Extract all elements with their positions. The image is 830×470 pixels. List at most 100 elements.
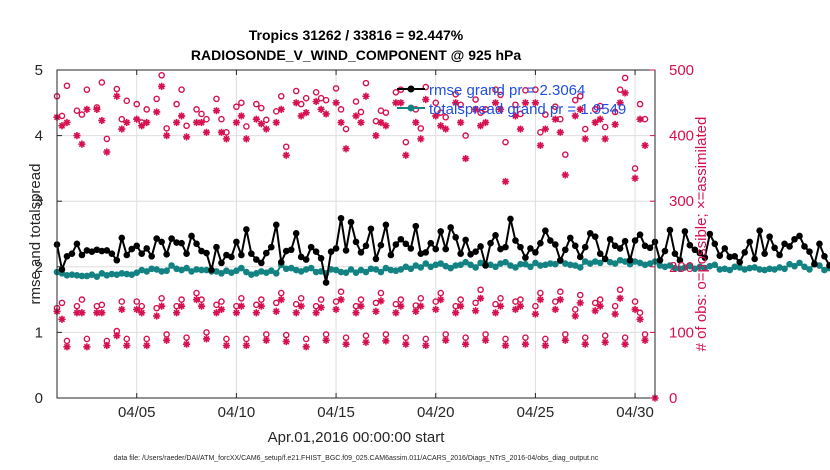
- totalspread-point: [477, 259, 484, 267]
- obs-possible-point: [636, 100, 644, 108]
- obs-assimilated-point: [143, 118, 151, 127]
- obs-assimilated-point: [282, 337, 290, 346]
- totalspread-point: [397, 266, 405, 273]
- rmse-point: [816, 240, 823, 248]
- rmse-point: [741, 249, 748, 256]
- obs-assimilated-point: [202, 335, 211, 343]
- obs-possible-point: [437, 289, 445, 297]
- totalspread-point: [681, 264, 689, 271]
- obs-possible-point: [238, 99, 245, 107]
- obs-assimilated-point: [576, 299, 584, 307]
- obs-assimilated-point: [556, 296, 564, 304]
- rmse-point: [492, 232, 499, 239]
- rmse-point: [138, 250, 146, 257]
- rmse-point: [547, 237, 554, 244]
- obs-possible-point: [512, 101, 519, 109]
- obs-possible-point: [238, 294, 245, 302]
- totalspread-point: [527, 263, 534, 271]
- rmse-point: [287, 246, 295, 254]
- rmse-point: [661, 247, 669, 255]
- totalspread-point: [432, 261, 440, 269]
- obs-possible-point: [198, 110, 205, 118]
- footer-data-file: data file: /Users/raeder/DAI/ATM_forcXX/…: [114, 455, 599, 462]
- y-right-tick-label-3: 300: [669, 193, 694, 210]
- obs-assimilated-point: [417, 302, 425, 310]
- obs-assimilated-point: [452, 309, 460, 317]
- totalspread-point: [671, 264, 679, 272]
- rmse-point: [193, 240, 200, 248]
- rmse-point: [581, 243, 589, 251]
- series-assimilated-lower-: [53, 294, 649, 351]
- rmse-point: [88, 248, 96, 256]
- obs-assimilated-point: [536, 296, 544, 304]
- totalspread-point: [691, 265, 699, 273]
- rmse-point: [362, 242, 370, 250]
- rmse-point: [736, 258, 744, 266]
- obs-assimilated-point: [452, 99, 460, 107]
- obs-assimilated-point: [561, 336, 569, 344]
- obs-possible-point: [611, 302, 619, 310]
- totalspread-point: [576, 264, 584, 271]
- series-rmse: [53, 214, 830, 286]
- obs-assimilated-point: [601, 338, 609, 346]
- obs-assimilated-point: [377, 297, 385, 305]
- rmse-point: [811, 260, 818, 268]
- obs-assimilated-point: [571, 112, 579, 120]
- obs-possible-point: [138, 302, 146, 310]
- obs-assimilated-point: [491, 99, 500, 107]
- rmse-point: [223, 251, 230, 259]
- obs-assimilated-point: [576, 105, 584, 113]
- rmse-point: [432, 245, 440, 253]
- obs-possible-point: [282, 143, 290, 151]
- totalspread-point: [512, 264, 519, 271]
- totalspread-point: [462, 258, 469, 266]
- obs-possible-point: [213, 95, 220, 103]
- obs-assimilated-point: [272, 118, 280, 127]
- y-right-tick-label-2: 200: [669, 259, 694, 276]
- obs-possible-point: [118, 115, 126, 123]
- rmse-point: [507, 215, 514, 223]
- rmse-point: [98, 247, 106, 255]
- y-left-tick-label-4: 4: [35, 128, 43, 145]
- obs-assimilated-point: [481, 336, 490, 344]
- obs-possible-point: [243, 123, 250, 130]
- obs-possible-point: [203, 329, 210, 336]
- rmse-point: [203, 249, 210, 257]
- obs-assimilated-point: [536, 141, 544, 150]
- rmse-point: [566, 234, 574, 242]
- totalspread-point: [98, 270, 106, 277]
- totalspread-point: [218, 270, 225, 277]
- obs-assimilated-point: [377, 118, 385, 127]
- totalspread-point: [382, 264, 390, 272]
- obs-assimilated-point: [73, 309, 81, 317]
- obs-possible-point: [133, 298, 141, 305]
- obs-assimilated-point: [402, 340, 410, 348]
- totalspread-point: [661, 263, 669, 271]
- obs-possible-point: [342, 334, 350, 341]
- obs-assimilated-point: [158, 302, 166, 310]
- totalspread-point: [297, 268, 305, 275]
- obs-assimilated-point: [462, 154, 470, 163]
- obs-assimilated-point: [442, 125, 450, 133]
- obs-assimilated-point: [611, 120, 619, 129]
- rmse-point: [686, 241, 694, 249]
- obs-assimilated-point: [93, 309, 101, 317]
- obs-possible-point: [253, 100, 260, 108]
- obs-possible-point: [233, 103, 240, 111]
- obs-assimilated-point: [571, 312, 579, 320]
- totalspread-point: [307, 264, 315, 272]
- obs-possible-point: [123, 97, 131, 105]
- totalspread-point: [302, 266, 310, 273]
- obs-assimilated-point: [113, 332, 121, 340]
- rmse-point: [452, 233, 459, 241]
- rmse-point: [571, 242, 579, 250]
- obs-possible-point: [118, 298, 126, 305]
- obs-possible-point: [477, 286, 484, 294]
- totalspread-point: [422, 260, 430, 267]
- series-assimilated-upper-: [53, 82, 649, 186]
- totalspread-point: [118, 270, 126, 277]
- totalspread-point: [253, 270, 260, 277]
- obs-assimilated-point: [541, 341, 549, 350]
- rmse-point: [347, 218, 355, 226]
